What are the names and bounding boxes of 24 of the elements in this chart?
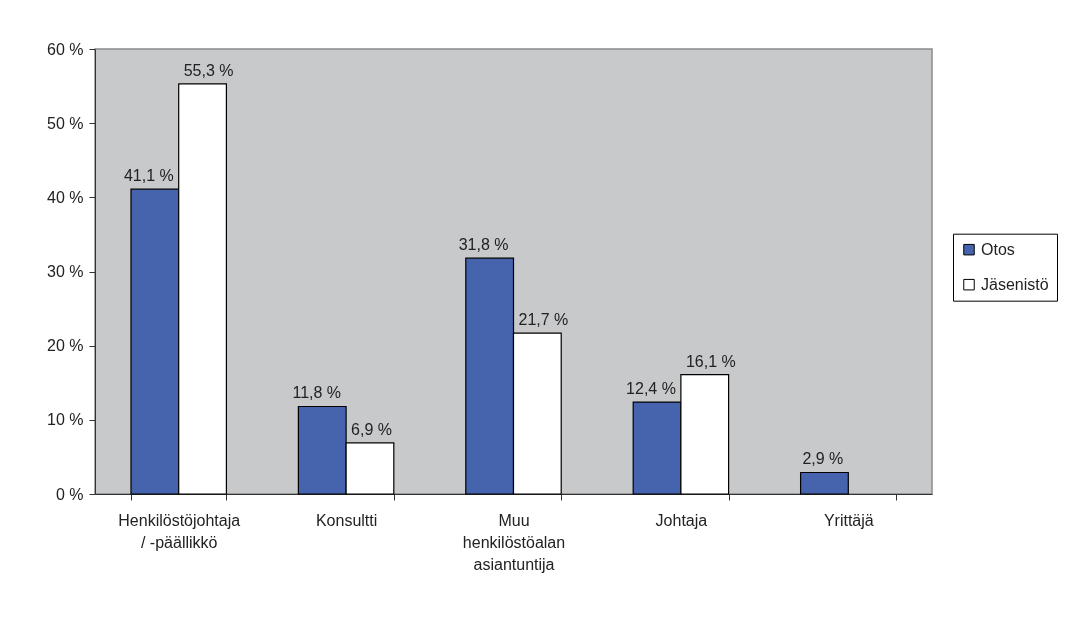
- data-label: 11,8 %: [292, 384, 342, 402]
- y-tick-label: 30 %: [47, 263, 84, 280]
- x-tick-label: Henkilöstöjohtaja / -päällikkö: [118, 511, 241, 551]
- x-tick-label: Johtaja: [655, 511, 708, 529]
- data-label: 31,8 %: [458, 236, 509, 254]
- y-tick-label: 0 %: [55, 485, 84, 503]
- y-tick-label: 50 %: [47, 114, 84, 132]
- legend-label: Jäsenistö: [981, 275, 1049, 293]
- data-label: 21,7 %: [518, 311, 569, 329]
- data-label: 2,9 %: [802, 450, 844, 468]
- x-tick-label: Yrittäjä: [823, 511, 874, 529]
- data-label: 55,3 %: [183, 61, 234, 79]
- y-tick-label: 10 %: [47, 411, 84, 429]
- legend-label: Otos: [981, 240, 1015, 258]
- bar: [799, 471, 849, 495]
- x-tick-label: Konsultti: [315, 511, 378, 529]
- data-label: 6,9 %: [351, 420, 393, 438]
- y-tick-label: 40 %: [47, 188, 84, 206]
- x-tick-label: Muu henkilöstöalan asiantuntija: [462, 511, 566, 573]
- y-tick-label: 20 %: [47, 337, 84, 355]
- y-tick-label: 60 %: [47, 40, 84, 58]
- data-label: 16,1 %: [685, 352, 736, 370]
- data-label: 12,4 %: [626, 380, 676, 398]
- data-label: 41,1 %: [123, 167, 174, 185]
